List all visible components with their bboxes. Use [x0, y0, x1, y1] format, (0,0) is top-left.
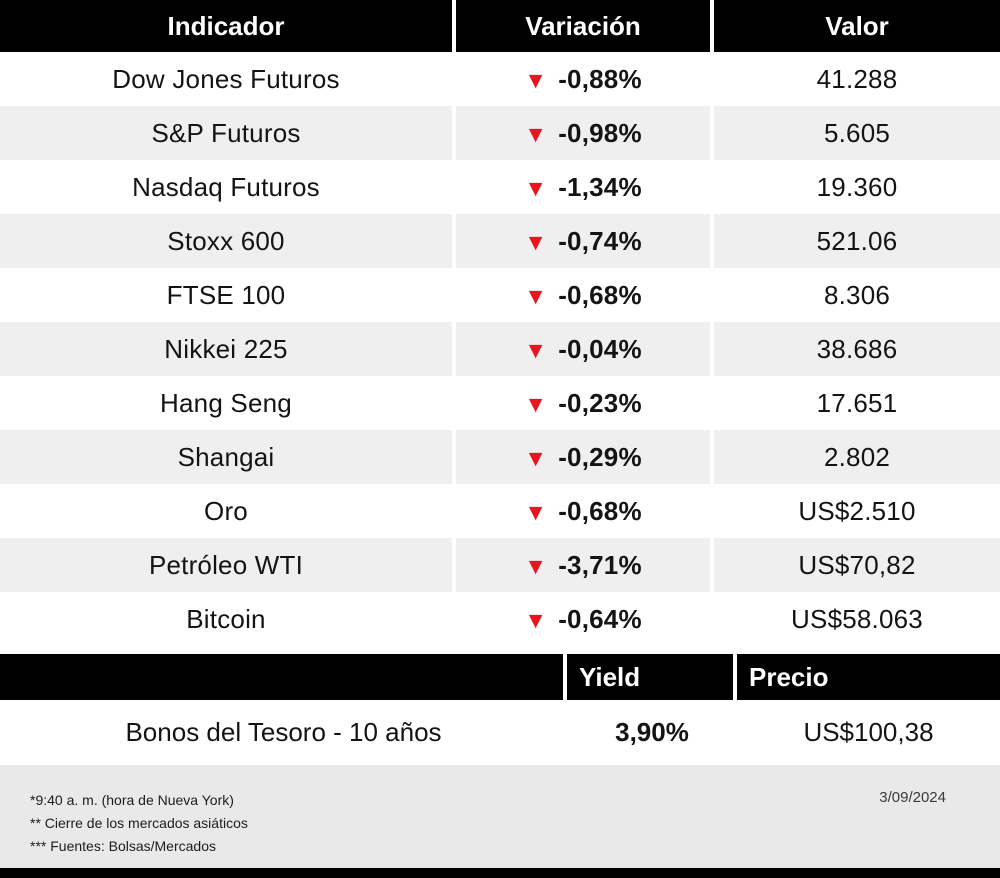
indicator-value: US$58.063: [714, 592, 1000, 646]
down-triangle-icon: ▼: [524, 282, 548, 309]
table-row: Shangai ▼ -0,29% 2.802: [0, 430, 1000, 484]
table-row: Oro ▼ -0,68% US$2.510: [0, 484, 1000, 538]
table-row: Petróleo WTI ▼ -3,71% US$70,82: [0, 538, 1000, 592]
down-triangle-icon: ▼: [524, 228, 548, 255]
table-header-row: Indicador Variación Valor: [0, 0, 1000, 52]
down-triangle-icon: ▼: [524, 66, 548, 93]
table-row: Bitcoin ▼ -0,64% US$58.063: [0, 592, 1000, 646]
table-row: Nikkei 225 ▼ -0,04% 38.686: [0, 322, 1000, 376]
variation-cell: ▼ -0,68%: [456, 484, 710, 538]
indicator-value: 17.651: [714, 376, 1000, 430]
indicator-name: S&P Futuros: [0, 106, 452, 160]
variation-value: -1,34%: [558, 171, 642, 202]
variation-cell: ▼ -3,71%: [456, 538, 710, 592]
header-precio: Precio: [737, 654, 1000, 700]
header-valor: Valor: [714, 0, 1000, 52]
bond-name: Bonos del Tesoro - 10 años: [125, 717, 442, 747]
table-row: FTSE 100 ▼ -0,68% 8.306: [0, 268, 1000, 322]
variation-cell: ▼ -0,23%: [456, 376, 710, 430]
down-triangle-icon: ▼: [524, 552, 548, 579]
variation-value: -0,64%: [558, 603, 642, 634]
table-row: S&P Futuros ▼ -0,98% 5.605: [0, 106, 1000, 160]
variation-value: -0,98%: [558, 117, 642, 148]
indicator-name: Dow Jones Futuros: [0, 52, 452, 106]
variation-cell: ▼ -0,88%: [456, 52, 710, 106]
header-variacion: Variación: [456, 0, 710, 52]
indicator-name: Nasdaq Futuros: [0, 160, 452, 214]
indicator-value: 19.360: [714, 160, 1000, 214]
variation-value: -0,88%: [558, 63, 642, 94]
header-indicador: Indicador: [0, 0, 452, 52]
indicator-value: 5.605: [714, 106, 1000, 160]
indicator-name: Shangai: [0, 430, 452, 484]
footnotes: *9:40 a. m. (hora de Nueva York) ** Cier…: [30, 789, 248, 858]
indicator-value: US$2.510: [714, 484, 1000, 538]
variation-cell: ▼ -0,74%: [456, 214, 710, 268]
indicator-value: US$70,82: [714, 538, 1000, 592]
variation-value: -0,74%: [558, 225, 642, 256]
indicator-name: Bitcoin: [0, 592, 452, 646]
variation-value: -0,68%: [558, 495, 642, 526]
bond-header-spacer: [0, 654, 563, 700]
bond-yield-value: 3,90%: [615, 717, 689, 747]
bottom-black-bar: [0, 868, 1000, 878]
down-triangle-icon: ▼: [524, 444, 548, 471]
footer: *9:40 a. m. (hora de Nueva York) ** Cier…: [0, 765, 1000, 868]
indicator-name: Oro: [0, 484, 452, 538]
indicator-name: Hang Seng: [0, 376, 452, 430]
variation-cell: ▼ -0,04%: [456, 322, 710, 376]
indicator-value: 41.288: [714, 52, 1000, 106]
variation-cell: ▼ -1,34%: [456, 160, 710, 214]
variation-value: -0,04%: [558, 333, 642, 364]
variation-cell: ▼ -0,68%: [456, 268, 710, 322]
indicator-name: Nikkei 225: [0, 322, 452, 376]
indicator-value: 38.686: [714, 322, 1000, 376]
header-yield: Yield: [567, 654, 733, 700]
table-row: Dow Jones Futuros ▼ -0,88% 41.288: [0, 52, 1000, 106]
indicator-name: Stoxx 600: [0, 214, 452, 268]
footnote-sources: *** Fuentes: Bolsas/Mercados: [30, 838, 216, 854]
footnote-time: *9:40 a. m. (hora de Nueva York): [30, 792, 234, 808]
bond-price-value: US$100,38: [803, 717, 934, 747]
footnote-asian-markets: ** Cierre de los mercados asiáticos: [30, 815, 248, 831]
table-row: Hang Seng ▼ -0,23% 17.651: [0, 376, 1000, 430]
down-triangle-icon: ▼: [524, 120, 548, 147]
date-label: 3/09/2024: [879, 789, 946, 806]
indicator-name: FTSE 100: [0, 268, 452, 322]
variation-value: -0,29%: [558, 441, 642, 472]
variation-value: -3,71%: [558, 549, 642, 580]
bond-row: Bonos del Tesoro - 10 años 3,90% US$100,…: [0, 700, 1000, 765]
indicator-name: Petróleo WTI: [0, 538, 452, 592]
down-triangle-icon: ▼: [524, 390, 548, 417]
variation-value: -0,23%: [558, 387, 642, 418]
table-body: Dow Jones Futuros ▼ -0,88% 41.288 S&P Fu…: [0, 52, 1000, 646]
indicator-value: 2.802: [714, 430, 1000, 484]
variation-cell: ▼ -0,29%: [456, 430, 710, 484]
indicator-value: 521.06: [714, 214, 1000, 268]
variation-cell: ▼ -0,64%: [456, 592, 710, 646]
bond-header-row: Yield Precio: [0, 654, 1000, 700]
down-triangle-icon: ▼: [524, 336, 548, 363]
variation-cell: ▼ -0,98%: [456, 106, 710, 160]
down-triangle-icon: ▼: [524, 498, 548, 525]
down-triangle-icon: ▼: [524, 606, 548, 633]
indicator-value: 8.306: [714, 268, 1000, 322]
variation-value: -0,68%: [558, 279, 642, 310]
table-row: Stoxx 600 ▼ -0,74% 521.06: [0, 214, 1000, 268]
down-triangle-icon: ▼: [524, 174, 548, 201]
table-row: Nasdaq Futuros ▼ -1,34% 19.360: [0, 160, 1000, 214]
